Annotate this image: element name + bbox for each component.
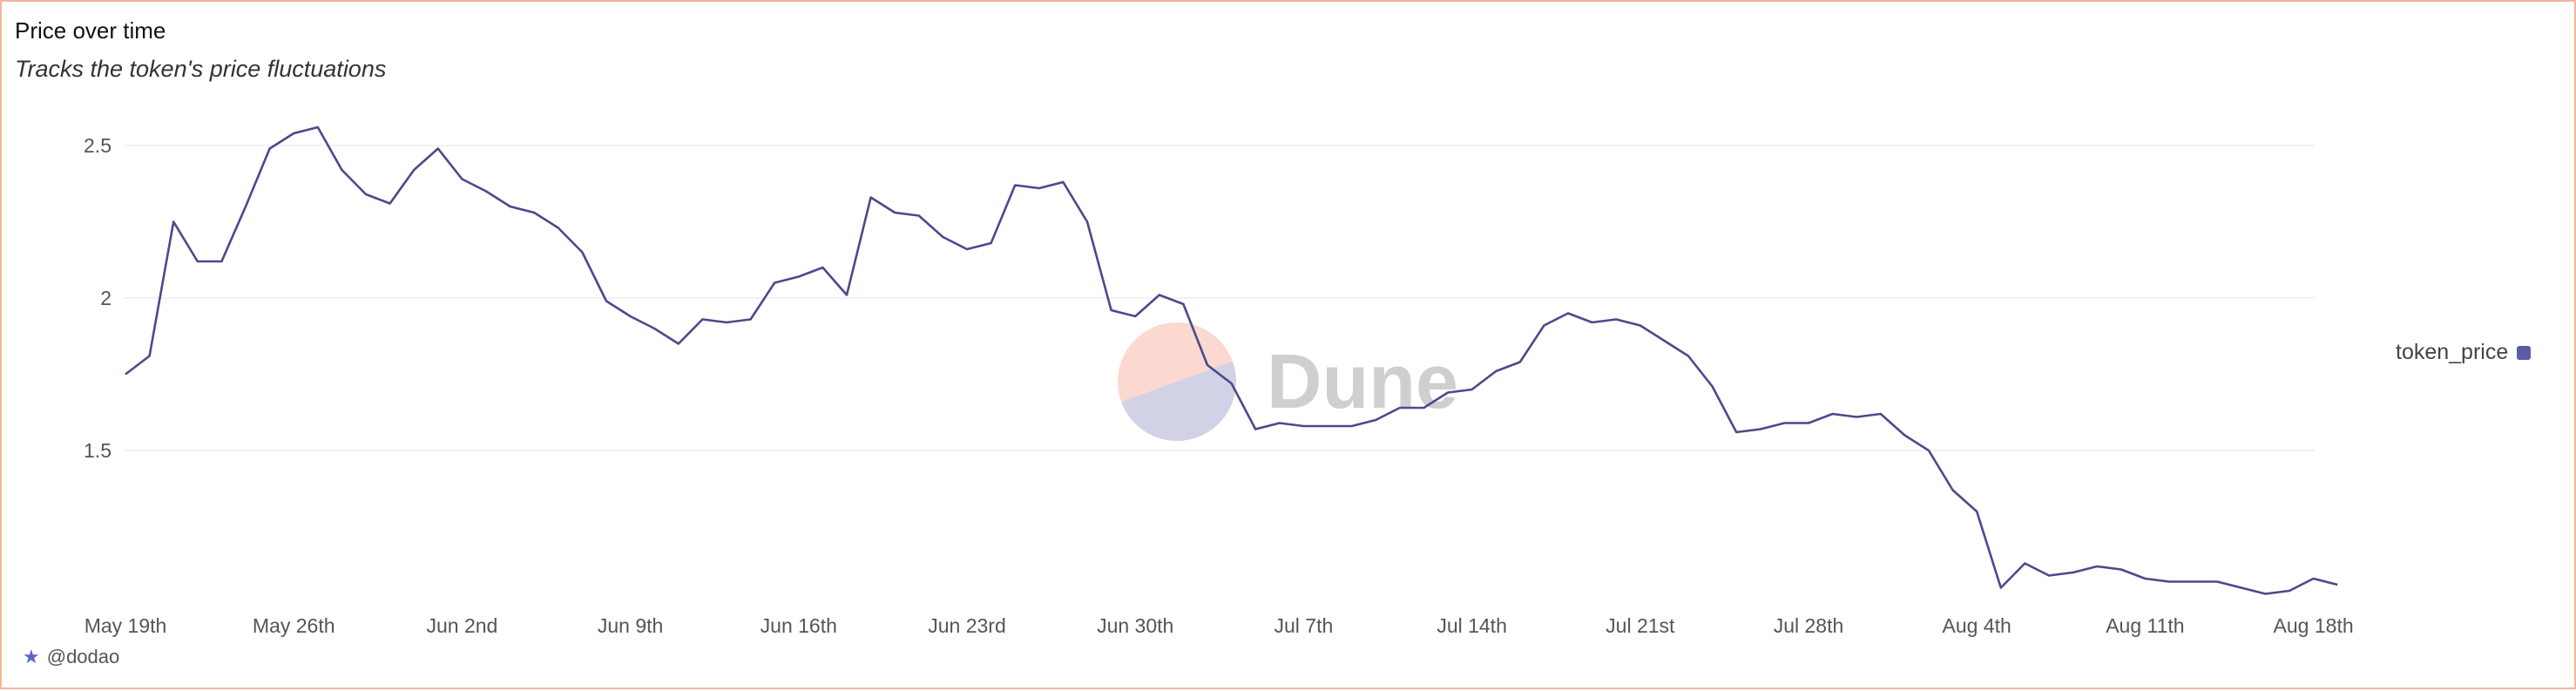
attribution-handle: @dodao [46, 646, 120, 667]
y-axis-ticks: 1.5 2 2.5 [84, 134, 112, 462]
chart-title: Price over time [15, 17, 166, 44]
legend-label: token_price [2396, 340, 2509, 364]
grid-lines [124, 145, 2315, 451]
y-tick-label: 1.5 [84, 439, 112, 462]
watermark-text: Dune [1267, 338, 1458, 424]
legend[interactable]: token_price [2396, 340, 2532, 365]
x-axis-ticks: May 19th May 26th Jun 2nd Jun 9th Jun 16th Ju… [85, 614, 2354, 637]
x-tick-label: Jul 14th [1437, 614, 1507, 637]
series-line-token-price [125, 125, 2338, 595]
x-tick-label: Jun 16th [761, 614, 837, 637]
user-icon: ★ [23, 646, 40, 667]
series-token-price [125, 125, 2338, 595]
attribution[interactable]: ★ @dodao [23, 646, 119, 668]
x-tick-label: Jun 9th [598, 614, 663, 637]
x-tick-label: Jul 21st [1606, 614, 1675, 637]
legend-swatch [2517, 345, 2532, 360]
x-tick-label: Jul 28th [1774, 614, 1844, 637]
x-tick-label: Aug 11th [2106, 614, 2184, 637]
x-tick-label: Jul 7th [1274, 614, 1334, 637]
x-tick-label: May 19th [85, 614, 167, 637]
y-tick-label: 2 [100, 287, 112, 309]
dune-watermark: Dune [1118, 322, 1458, 441]
x-tick-label: Jun 30th [1097, 614, 1173, 637]
x-tick-label: May 26th [253, 614, 335, 637]
chart-subtitle: Tracks the token's price fluctuations [15, 56, 387, 82]
y-tick-label: 2.5 [84, 134, 112, 157]
x-tick-label: Aug 18th [2274, 614, 2354, 637]
x-tick-label: Jun 2nd [426, 614, 497, 637]
x-tick-label: Aug 4th [1943, 614, 2011, 637]
watermark-wedge [1121, 361, 1236, 441]
x-tick-label: Jun 23rd [928, 614, 1006, 637]
